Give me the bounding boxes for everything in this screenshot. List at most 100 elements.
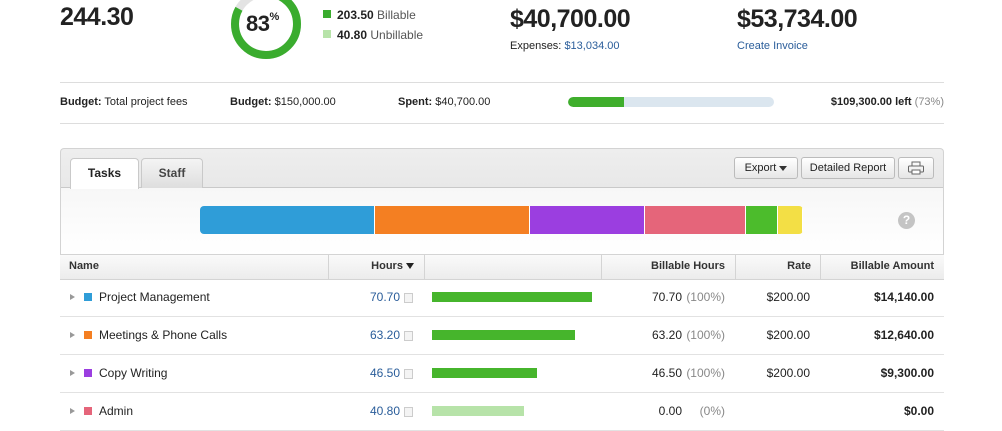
hours-header: Hours [371,260,403,272]
billable-donut [231,0,301,59]
donut-unit: % [269,11,279,23]
expenses-label: Expenses: [510,40,562,52]
timesheet-icon[interactable] [404,369,413,379]
value: $40,700.00 [435,96,491,108]
rate: $200.00 [766,366,810,380]
timesheet-icon[interactable] [404,331,413,341]
billable-hours: 203.50 [337,8,374,22]
label: Budget: [230,96,272,108]
amount: $40,700.00 [510,5,631,33]
value: Total project fees [104,96,188,108]
column-divider [820,254,821,279]
expand-arrow[interactable] [70,294,75,300]
column-divider [735,254,736,279]
hours-bar [432,292,592,302]
export-label: Export [744,162,777,174]
invoice-amount: $53,734.00 [737,5,858,33]
hours-link[interactable]: 70.70 [369,290,400,304]
rate: $200.00 [766,290,810,304]
billable-hours: 0.00 [658,404,682,418]
unbillable-hours: 40.80 [337,28,368,42]
unbillable-label: Unbillable [370,28,424,42]
total-hours: 244.30 [60,3,134,31]
expand-arrow[interactable] [70,332,75,338]
timesheet-icon[interactable] [404,293,413,303]
print-button[interactable] [898,157,934,179]
hours-link[interactable]: 40.80 [369,404,400,418]
billable-amount: $9,300.00 [880,366,934,380]
unbillable-legend: 40.80 Unbillable [337,28,423,42]
table-row: Meetings & Phone Calls 63.20 63.20 (100%) $2… [60,317,944,355]
expenses-link[interactable]: $13,034.00 [564,40,620,52]
tab-tasks[interactable]: Tasks [70,158,139,189]
donut-label: 83% [246,11,279,37]
printer-icon [908,161,924,175]
donut-value: 83 [246,11,270,36]
table-row: Project Management 70.70 70.70 (100%) $200.0… [60,279,944,317]
timesheet-icon[interactable] [404,407,413,417]
hours-bar [432,368,538,378]
budget-left: $109,300.00 left (73%) [831,96,944,108]
budget-track [568,97,774,107]
dropdown-arrow [779,165,788,171]
help-icon[interactable]: ? [898,212,915,229]
breakdown-segment [530,206,646,234]
unbillable-swatch [323,30,331,38]
expand-arrow[interactable] [70,408,75,414]
column-header[interactable]: Billable Amount [850,260,934,272]
billable-label: Billable [377,8,416,22]
billable-amount: $14,140.00 [873,290,934,304]
billable-hours: 70.70 [651,290,682,304]
billable-hours: 46.50 [651,366,682,380]
budget-fill [568,97,624,107]
column-header[interactable]: Hours [328,254,414,279]
column-divider [424,254,425,279]
hours-link[interactable]: 63.20 [369,328,400,342]
create-invoice[interactable]: Create Invoice [737,40,808,52]
task-name: Copy Writing [99,366,168,380]
breakdown-segment [645,206,746,234]
budget-type: Budget: Total project fees [60,96,188,108]
column-header[interactable]: Billable Hours [651,260,725,272]
billable-swatch [323,10,331,18]
report-button[interactable]: Detailed Report [801,157,895,179]
hours-bar [432,330,576,340]
column-header[interactable]: Name [69,260,99,272]
billable-legend: 203.50 Billable [337,8,416,22]
budget-total: Budget: $150,000.00 [230,96,336,108]
column-divider [601,254,602,279]
billable-hours: 63.20 [651,328,682,342]
expand-arrow[interactable] [70,370,75,376]
billable-amount: $12,640.00 [873,328,934,342]
task-name: Meetings & Phone Calls [99,328,228,342]
billable-percent: (100%) [686,290,725,304]
donut-arc [231,0,301,59]
percent-left: (73%) [914,96,944,108]
task-name: Project Management [99,290,210,304]
table-row: Copy Writing 46.50 46.50 (100%) $200.00 $9,30… [60,355,944,393]
divider [60,82,944,83]
task-name: Admin [99,404,134,418]
tab-staff[interactable]: Staff [141,158,203,188]
budget-spent: Spent: $40,700.00 [398,96,490,108]
tab-line [61,187,943,188]
column-header[interactable]: Rate [787,260,811,272]
rate: $200.00 [766,328,810,342]
table-row: Admin 40.80 0.00 (0%) $0.00 [60,393,944,431]
billable-percent: (100%) [686,366,725,380]
column-divider [328,254,329,279]
divider [60,123,944,124]
export-button[interactable]: Export [734,157,798,179]
hours-link[interactable]: 46.50 [369,366,400,380]
billable-amount: $0.00 [903,404,934,418]
label: Budget: [60,96,102,108]
billable-percent: (100%) [686,328,725,342]
hours-breakdown [200,206,803,234]
breakdown-segment [200,206,375,234]
sort-arrow [406,263,414,270]
task-swatch [84,331,92,339]
left: $109,300.00 left [830,96,912,108]
label: Spent: [398,96,433,108]
hours-bar [432,406,525,416]
